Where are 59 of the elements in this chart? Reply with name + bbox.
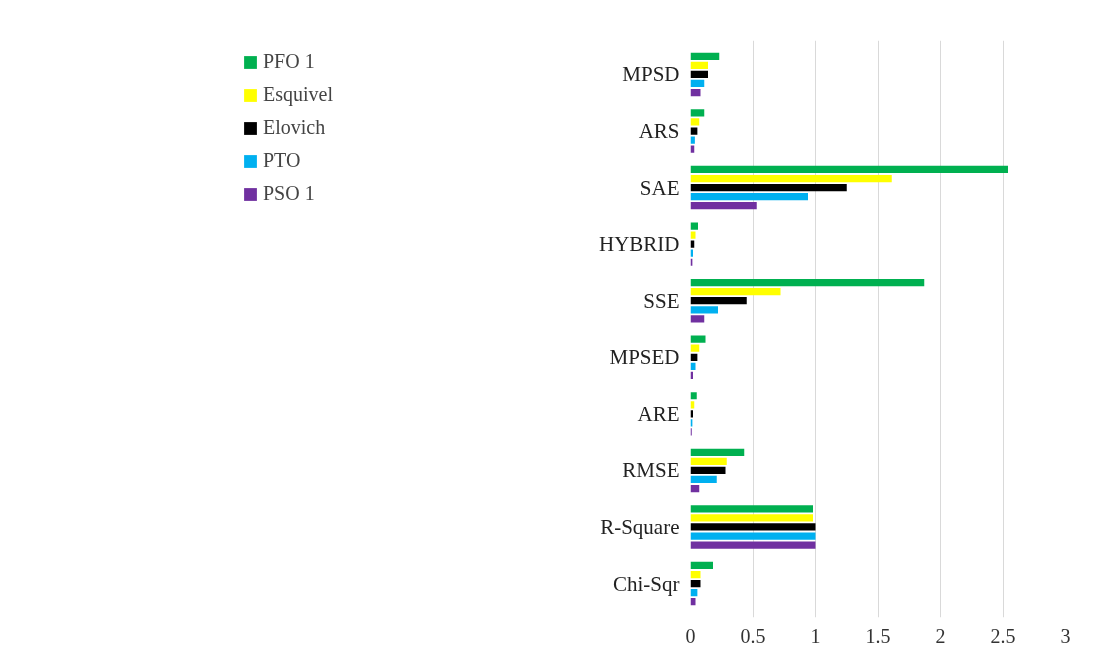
legend-label: PFO 1 [263,50,315,73]
bar [690,278,925,287]
bar [690,505,813,513]
legend-label: PSO 1 [263,182,315,205]
bar [690,514,813,522]
x-tick-label: 1.5 [865,624,891,647]
legend-label: PTO [263,149,301,172]
bar [690,61,708,70]
bar [690,193,808,201]
bar [690,70,708,79]
x-tick-label: 2 [935,624,946,647]
bar [690,79,705,88]
bar [690,52,720,60]
bar [690,165,1008,174]
bar [690,570,701,579]
x-tick-label: 0.5 [740,624,766,647]
bar [690,174,892,183]
y-tick-label: ARS [638,119,680,144]
bar [690,306,718,314]
legend-label: Esquivel [263,83,333,106]
y-tick-label: HYBRID [599,232,680,257]
legend-label: Elovich [263,116,326,139]
bar [690,561,713,570]
x-tick-label: 0 [685,624,696,647]
bar [690,532,816,540]
bar [690,362,696,370]
bar [690,448,745,456]
bar [690,598,696,606]
y-tick-label: Chi-Sqr [612,571,680,596]
bar [690,466,726,475]
bar [690,541,816,549]
bar [690,109,705,117]
y-tick-label: MPSD [622,62,680,87]
bar [690,88,701,97]
bar [690,118,700,126]
y-tick-label: RMSE [622,458,680,483]
bar [690,579,701,588]
bar [690,475,717,484]
bar [690,202,757,210]
y-tick-label: SAE [639,175,680,200]
y-tick-label: SSE [643,288,680,313]
bar [690,297,747,305]
x-tick-label: 2.5 [990,624,1016,647]
bar [690,222,698,230]
bar [690,315,705,323]
y-tick-label: R-Square [600,514,680,539]
bar [690,127,698,135]
bar [690,523,816,531]
bar [690,183,847,192]
bar [690,231,696,239]
bar [690,136,695,144]
y-tick-label: ARE [637,401,680,426]
bar [690,288,781,296]
x-tick-label: 3 [1060,624,1071,647]
x-tick-label: 1 [810,624,821,647]
y-tick-label: MPSED [609,345,680,370]
bar [690,392,697,400]
bar [690,457,727,465]
bar [690,335,706,343]
